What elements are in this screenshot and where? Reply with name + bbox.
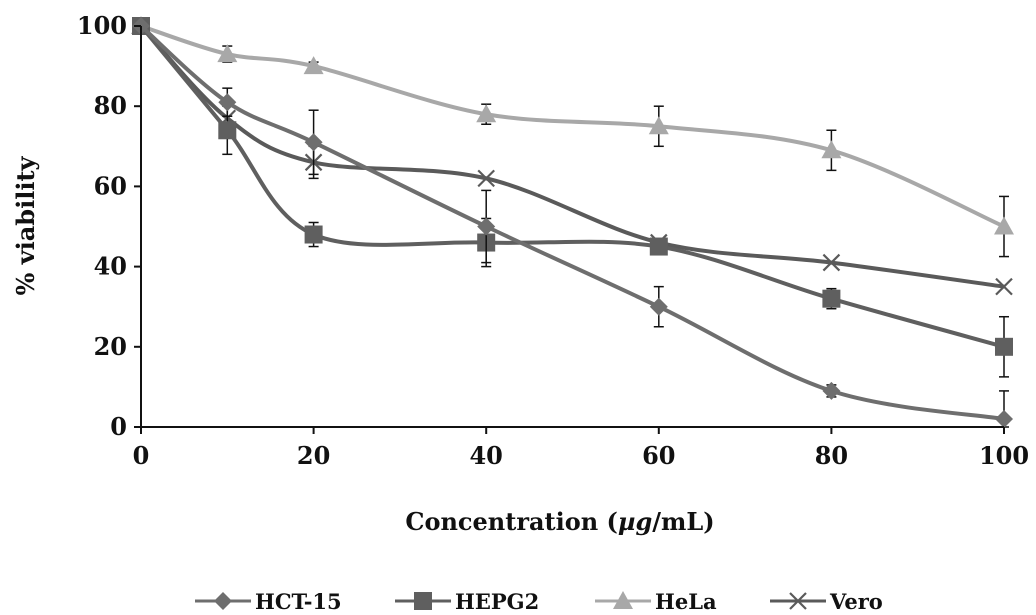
ticks-layer: 0 20 40 60 80 100 0 20 40 60 80 100 — [77, 11, 1029, 470]
x-tick-label: 0 — [133, 441, 150, 470]
series-layer — [131, 16, 1014, 428]
y-tick-label: 60 — [94, 171, 127, 200]
data-point-vero — [477, 169, 495, 188]
legend-marker-vero — [789, 592, 807, 610]
legend-label-hepg2: HEPG2 — [455, 589, 539, 614]
legend-item-hct-15: HCT-15 — [195, 589, 342, 614]
x-axis-title: Concentration (µg/mL) — [405, 507, 714, 536]
legend-label-hela: HeLa — [655, 589, 717, 614]
data-point-hct-15 — [218, 93, 237, 112]
data-point-hela — [648, 116, 669, 135]
data-point-hct-15 — [995, 409, 1013, 428]
series-line-hct-15 — [139, 24, 1005, 421]
x-tick-label: 20 — [297, 441, 330, 470]
series-hepg2 — [132, 17, 1013, 378]
y-tick-label: 0 — [110, 412, 127, 441]
legend-marker-hela — [613, 591, 633, 609]
legend-item-hepg2: HEPG2 — [395, 589, 539, 614]
data-point-hepg2 — [995, 337, 1013, 356]
data-point-hct-15 — [822, 381, 841, 400]
x-tick-label: 60 — [642, 441, 675, 470]
x-tick-label: 40 — [469, 441, 502, 470]
series-line-hepg2 — [139, 24, 1005, 349]
series-hct-15 — [132, 17, 1013, 428]
x-tick-label: 100 — [979, 441, 1029, 470]
y-tick-label: 100 — [77, 11, 127, 40]
data-point-hela — [217, 44, 238, 63]
data-point-hct-15 — [304, 133, 323, 152]
y-tick-label: 40 — [94, 252, 127, 281]
y-tick-label: 20 — [94, 332, 127, 361]
y-tick-label: 80 — [94, 91, 127, 120]
data-point-hela — [303, 56, 324, 75]
legend-label-hct-15: HCT-15 — [255, 589, 342, 614]
legend-marker-hct-15 — [214, 592, 232, 610]
y-axis-title: % viability — [11, 155, 40, 295]
data-point-hepg2 — [304, 225, 323, 244]
x-axis-title-start: Concentration ( — [405, 507, 618, 536]
legend: HCT-15 HEPG2 HeLa Vero — [195, 589, 883, 614]
data-point-hepg2 — [822, 289, 841, 308]
data-point-vero — [995, 277, 1013, 296]
data-point-hepg2 — [218, 121, 237, 140]
axes-layer — [140, 26, 1004, 428]
data-point-hepg2 — [649, 237, 668, 256]
data-point-vero — [822, 253, 841, 272]
legend-item-vero: Vero — [770, 589, 883, 614]
data-point-hela — [476, 104, 497, 123]
legend-item-hela: HeLa — [595, 589, 717, 614]
data-point-hela — [821, 140, 842, 159]
legend-label-vero: Vero — [829, 589, 883, 614]
series-hela — [131, 16, 1014, 258]
x-axis-title-unit: µg — [618, 507, 652, 536]
data-point-hela — [994, 216, 1014, 235]
data-point-hct-15 — [649, 297, 668, 316]
x-axis-title-end: /mL) — [652, 507, 714, 536]
series-line-vero — [139, 24, 1005, 289]
x-tick-label: 80 — [815, 441, 848, 470]
legend-marker-hepg2 — [414, 592, 432, 610]
data-point-hct-15 — [477, 217, 496, 236]
